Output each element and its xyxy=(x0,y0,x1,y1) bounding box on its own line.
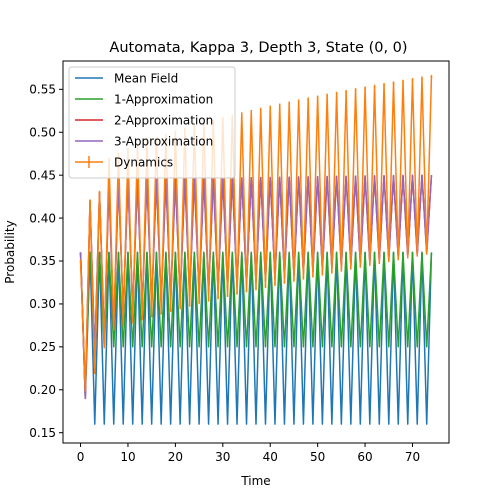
y-tick-label: 0.45 xyxy=(29,168,56,182)
x-tick-label: 0 xyxy=(77,450,85,464)
plot-frame xyxy=(62,60,450,444)
y-tick-label: 0.15 xyxy=(29,426,56,440)
legend: Mean Field 1-Approximation 2-Approximation… xyxy=(68,66,236,179)
legend-label: Mean Field xyxy=(114,71,178,85)
x-tick-label: 20 xyxy=(168,450,183,464)
y-tick-label: 0.40 xyxy=(29,211,56,225)
legend-label: Dynamics xyxy=(114,155,173,169)
y-tick-label: 0.55 xyxy=(29,83,56,97)
x-axis-label: Time xyxy=(240,474,270,488)
x-tick-label: 30 xyxy=(215,450,230,464)
legend-box xyxy=(68,66,236,179)
y-tick-label: 0.35 xyxy=(29,254,56,268)
chart-title: Automata, Kappa 3, Depth 3, State (0, 0) xyxy=(109,40,407,56)
x-tick-label: 70 xyxy=(405,450,420,464)
legend-label: 1-Approximation xyxy=(114,92,213,106)
x-tick-label: 40 xyxy=(263,450,278,464)
y-axis-label: Probability xyxy=(3,220,17,283)
x-tick-label: 10 xyxy=(120,450,135,464)
y-tick-label: 0.30 xyxy=(29,297,56,311)
legend-label: 3-Approximation xyxy=(114,134,213,148)
series-line-1-approximation xyxy=(79,251,433,391)
x-tick-label: 60 xyxy=(357,450,372,464)
y-tick-label: 0.25 xyxy=(29,340,56,354)
legend-label: 2-Approximation xyxy=(114,113,213,127)
x-tick-label: 50 xyxy=(310,450,325,464)
series-line-mean-field xyxy=(79,251,433,425)
y-tick-label: 0.20 xyxy=(29,383,56,397)
x-axis: 0 10 20 30 40 50 60 70 xyxy=(77,443,420,464)
y-tick-label: 0.50 xyxy=(29,125,56,139)
y-axis: 0.15 0.20 0.25 0.30 0.35 0.40 0.45 0.50 0.55 xyxy=(29,83,63,440)
